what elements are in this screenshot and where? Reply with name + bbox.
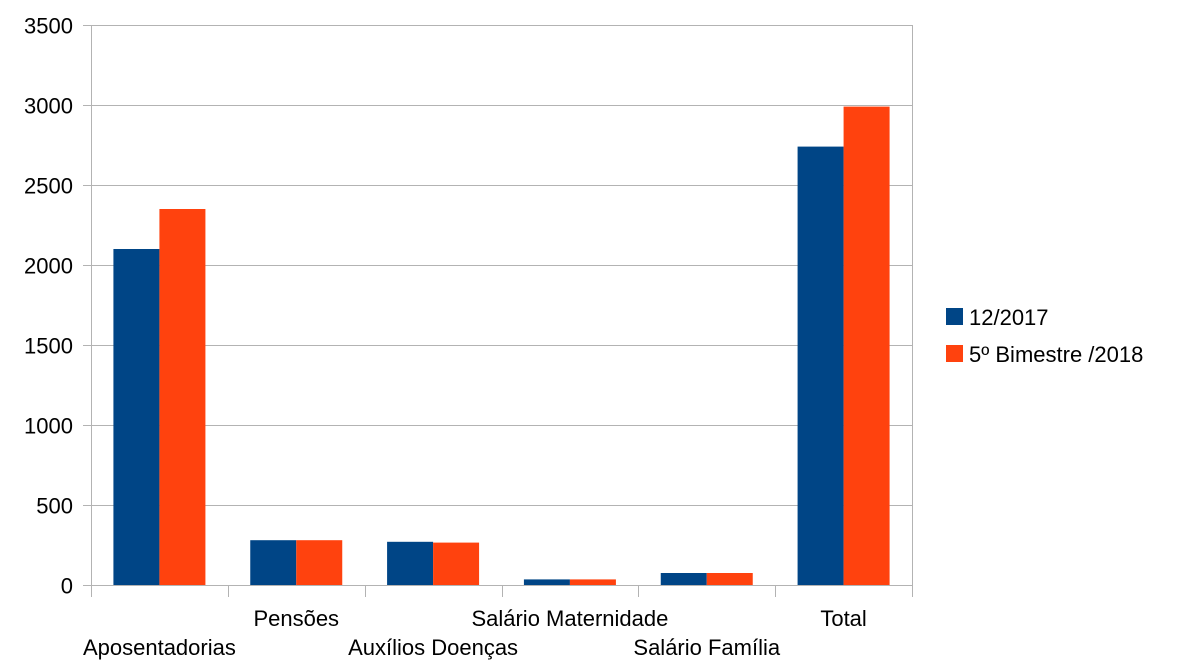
y-tick-label: 0 — [61, 574, 73, 599]
x-category-label: Salário Família — [633, 635, 780, 660]
bar — [797, 146, 844, 585]
x-category-label: Auxílios Doenças — [348, 635, 518, 660]
bars-layer — [113, 106, 890, 585]
bar — [387, 541, 434, 585]
legend-label: 5º Bimestre /2018 — [969, 342, 1143, 367]
y-tick-label: 1500 — [24, 334, 73, 359]
legend-swatch — [946, 345, 963, 362]
x-category-label: Pensões — [253, 606, 339, 631]
y-tick-label: 1000 — [24, 414, 73, 439]
y-tick-label: 3000 — [24, 94, 73, 119]
y-tick-label: 2000 — [24, 254, 73, 279]
legend-swatch — [946, 308, 963, 325]
bar — [660, 573, 707, 585]
x-category-label: Salário Maternidade — [471, 606, 668, 631]
legend: 12/2017 5º Bimestre /2018 — [946, 305, 1143, 367]
y-tick-label: 500 — [36, 494, 73, 519]
bar — [113, 249, 160, 585]
bar — [250, 540, 297, 585]
bar — [523, 579, 570, 585]
axis-layer: 0 500 1000 1500 2000 2500 3000 3500 Aposentadori… — [24, 14, 913, 660]
y-tick-label: 2500 — [24, 174, 73, 199]
y-tick-label: 3500 — [24, 14, 73, 39]
legend-label: 12/2017 — [969, 305, 1049, 330]
bar — [569, 579, 616, 585]
bar — [433, 542, 480, 585]
bar — [706, 573, 753, 585]
x-category-label: Aposentadorias — [83, 635, 236, 660]
bar — [296, 540, 343, 585]
bar — [843, 106, 890, 585]
x-category-label: Total — [820, 606, 866, 631]
grid-layer — [83, 25, 912, 586]
bar — [159, 209, 206, 585]
